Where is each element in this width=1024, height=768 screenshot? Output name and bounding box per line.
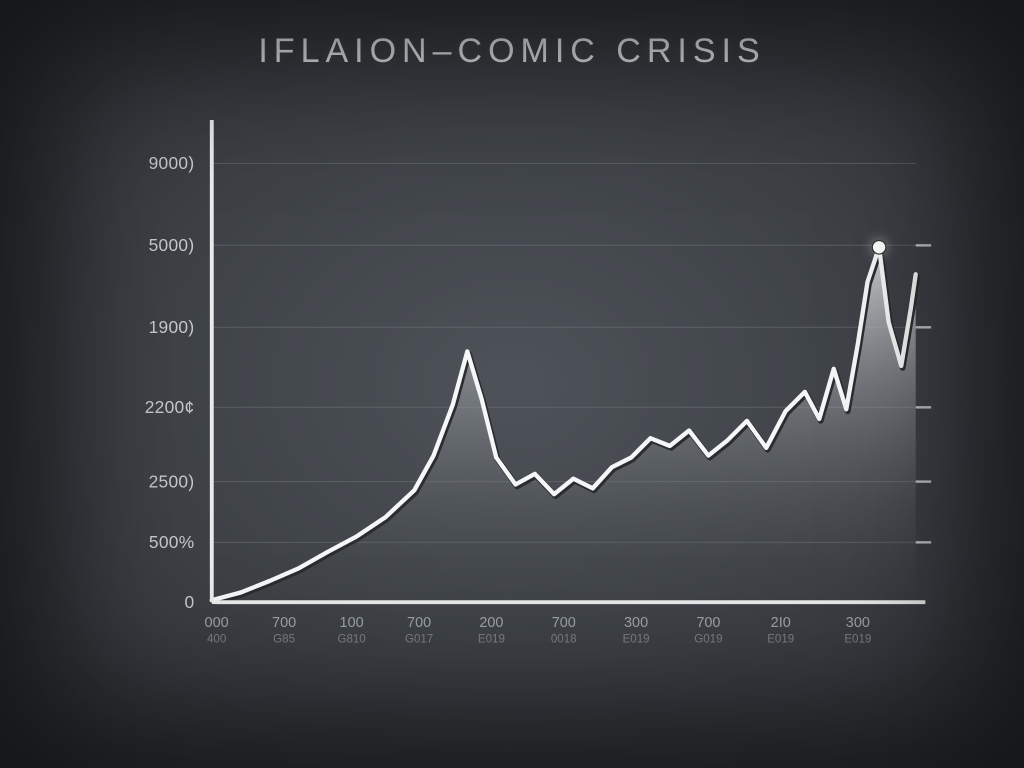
x-tick-label: 700 (407, 615, 431, 631)
y-tick-label: 2200¢ (145, 397, 195, 417)
x-tick-label: 700 (552, 615, 576, 631)
chart-stage: { "title": "IFLAION–COMIC CRISIS", "char… (0, 0, 1024, 768)
y-tick-label: 0 (184, 592, 194, 612)
y-tick-label: 2500) (149, 471, 195, 491)
x-tick-sublabel: 0018 (551, 634, 577, 646)
x-tick-sublabel: G017 (405, 634, 433, 646)
x-tick-label: 300 (624, 615, 648, 631)
x-tick-sublabel: E019 (767, 634, 794, 646)
x-tick-sublabel: G019 (694, 634, 722, 646)
x-tick-label: 700 (696, 615, 720, 631)
x-tick-labels: 000 400 700 G85 100 G810 700 G017 200 E019 700 0018… (205, 615, 872, 645)
x-tick-label: 000 (205, 615, 229, 631)
y-tick-label: 500% (149, 532, 195, 552)
x-tick-sublabel: 400 (207, 634, 226, 646)
x-tick-label: 100 (340, 615, 364, 631)
x-tick-label: 700 (272, 615, 296, 631)
x-tick-sublabel: G810 (337, 634, 365, 646)
x-tick-sublabel: E019 (623, 634, 650, 646)
crisis-chart: 9000) 5000) 1900) 2200¢ 2500) 500% 0 000 400 700… (110, 120, 950, 660)
y-tick-label: 9000) (149, 153, 195, 173)
x-tick-sublabel: E019 (478, 634, 505, 646)
x-tick-sublabel: E019 (844, 634, 871, 646)
chart-title: IFLAION–COMIC CRISIS (0, 32, 1024, 71)
x-tick-label: 2I0 (771, 615, 791, 631)
series-area (212, 247, 916, 602)
x-tick-sublabel: G85 (273, 634, 295, 646)
x-tick-label: 300 (846, 615, 870, 631)
peak-marker (872, 241, 886, 255)
y-tick-labels: 9000) 5000) 1900) 2200¢ 2500) 500% 0 (145, 153, 195, 612)
x-tick-label: 200 (479, 615, 503, 631)
y-tick-label: 1900) (149, 317, 195, 337)
y-tick-label: 5000) (149, 235, 195, 255)
